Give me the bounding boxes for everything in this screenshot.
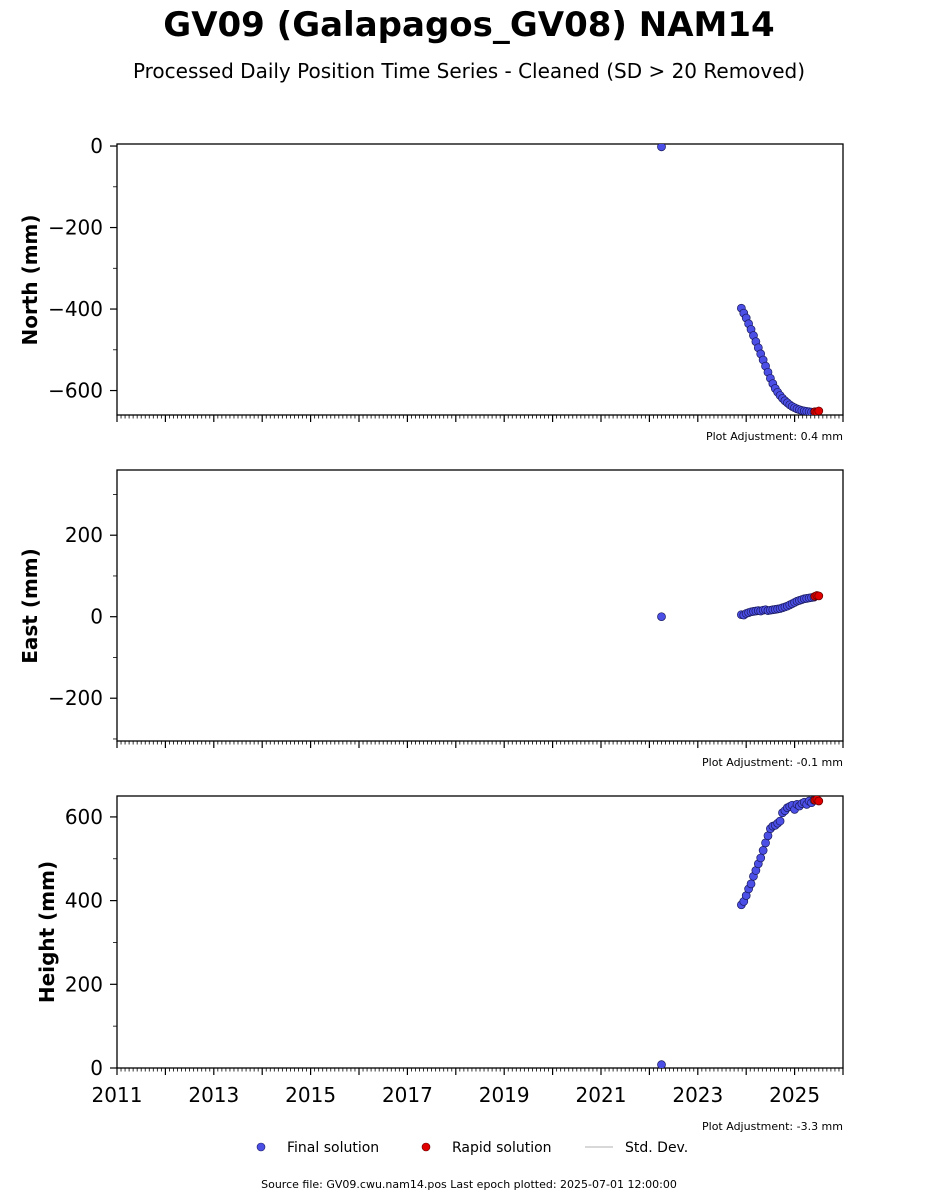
final-solution-point [758, 846, 768, 855]
y-tick-label: −200 [48, 216, 103, 240]
chart-subtitle: Processed Daily Position Time Series - C… [133, 59, 805, 83]
x-tick-label: 2023 [672, 1083, 723, 1107]
plot-frame [116, 795, 844, 1069]
plot-frame [116, 143, 844, 416]
y-tick-label: 200 [65, 972, 103, 996]
final-solution-point [657, 144, 666, 152]
y-tick-label: 0 [90, 605, 103, 629]
data-points [657, 796, 824, 1068]
legend-final-marker [256, 1142, 266, 1152]
x-tick-label: 2017 [382, 1083, 433, 1107]
plot-adjustment-note: Plot Adjustment: -3.3 mm [702, 1120, 843, 1133]
y-tick-label: 400 [65, 889, 103, 913]
y-tick-label: 0 [90, 134, 103, 158]
legend-rapid-marker [421, 1142, 431, 1152]
plot-adjustment-note: Plot Adjustment: 0.4 mm [706, 430, 843, 443]
data-points [657, 591, 824, 622]
plot-adjustment-note: Plot Adjustment: -0.1 mm [702, 756, 843, 769]
chart-title: GV09 (Galapagos_GV08) NAM14 [163, 5, 774, 45]
rapid-solution-point [814, 406, 824, 415]
rapid-solution-point [814, 591, 824, 601]
y-axis-label: East (mm) [18, 548, 42, 664]
legend-stddev-label: Std. Dev. [625, 1140, 688, 1156]
x-tick-label: 2021 [576, 1083, 627, 1107]
subplot-north: 0 −200 −400 −600 North (mm) Plot Adjustment: … [18, 134, 844, 443]
x-tick-label: 2013 [188, 1083, 239, 1107]
data-points [657, 144, 824, 415]
y-tick-label: 0 [90, 1056, 103, 1080]
y-tick-label: 600 [65, 805, 103, 829]
y-tick-label: −600 [48, 379, 103, 403]
subplots: 0 −200 −400 −600 North (mm) Plot Adjustment: … [18, 134, 844, 1133]
final-solution-point [657, 1060, 666, 1068]
y-tick-label: −400 [48, 297, 103, 321]
y-tick-label: 200 [65, 523, 103, 547]
plot-frame [116, 469, 844, 742]
x-tick-label: 2025 [769, 1083, 820, 1107]
subplot-height: 0 200 400 600 2011 2013 2015 2017 2019 2021 2023 20… [35, 795, 844, 1133]
source-note: Source file: GV09.cwu.nam14.pos Last epo… [261, 1178, 677, 1191]
legend-rapid-label: Rapid solution [452, 1140, 552, 1156]
final-solution-point [775, 816, 785, 826]
y-axis-label: North (mm) [18, 214, 42, 345]
legend: Final solution Rapid solution Std. Dev. [256, 1140, 688, 1156]
final-solution-point [657, 612, 666, 622]
x-tick-label: 2015 [285, 1083, 336, 1107]
x-tick-label: 2019 [479, 1083, 530, 1107]
final-solution-point [756, 853, 766, 863]
y-axis-label: Height (mm) [35, 861, 59, 1003]
x-tick-label: 2011 [92, 1083, 143, 1107]
rapid-solution-point [814, 796, 824, 806]
legend-final-label: Final solution [287, 1140, 379, 1156]
final-solution-point [746, 879, 756, 889]
y-tick-label: −200 [48, 686, 103, 710]
